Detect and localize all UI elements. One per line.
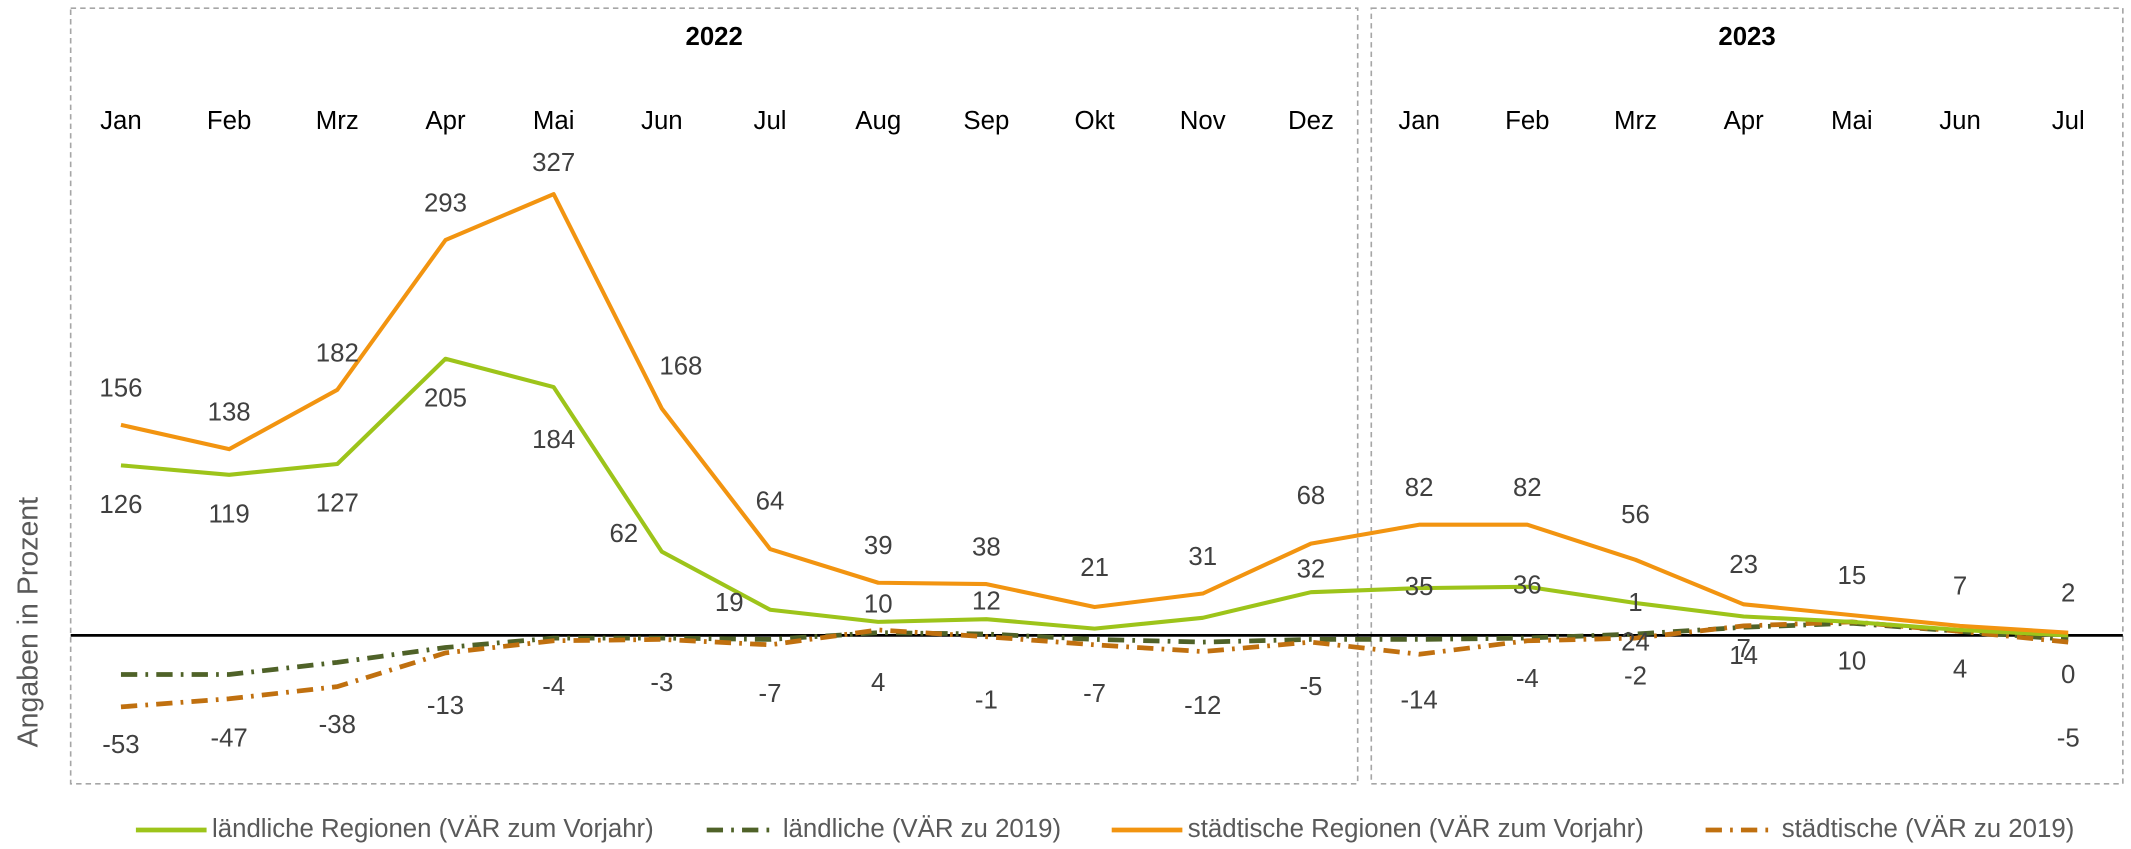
- legend-label: städtische Regionen (VÄR zum Vorjahr): [1188, 815, 1644, 843]
- data-label: 82: [1405, 474, 1434, 502]
- data-label: 64: [756, 488, 785, 516]
- x-tick-label: Jan: [1398, 107, 1440, 135]
- data-label: -5: [1299, 673, 1322, 701]
- x-tick-label: Aug: [855, 107, 901, 135]
- data-label: 38: [972, 534, 1001, 562]
- data-label: 39: [864, 532, 893, 560]
- data-label: 10: [1837, 647, 1866, 675]
- data-label: 182: [316, 339, 359, 367]
- data-label: 4: [871, 669, 885, 697]
- series-line: [120, 192, 2069, 635]
- data-label: 32: [1297, 555, 1326, 583]
- series-line: [120, 619, 2069, 710]
- data-label: 7: [1736, 635, 1750, 663]
- data-label: 126: [99, 491, 142, 519]
- data-label: 168: [659, 353, 702, 381]
- data-label: 10: [864, 590, 893, 618]
- data-label: 4: [1953, 656, 1967, 684]
- data-label: -47: [210, 724, 247, 752]
- data-label: 2: [2061, 579, 2075, 607]
- data-label: -12: [1184, 692, 1221, 720]
- legend-label: ländliche (VÄR zu 2019): [783, 815, 1061, 843]
- x-tick-label: Jan: [100, 107, 142, 135]
- x-tick-label: Okt: [1075, 107, 1115, 135]
- data-label: -5: [2057, 725, 2080, 753]
- data-label: -7: [1083, 680, 1106, 708]
- x-tick-label: Jun: [1939, 107, 1981, 135]
- x-tick-label: Nov: [1180, 107, 1226, 135]
- x-tick-label: Jul: [754, 107, 787, 135]
- data-label: 14: [1729, 642, 1758, 670]
- year-panel: [69, 7, 1359, 785]
- data-label: 184: [532, 426, 575, 454]
- data-label: 127: [316, 490, 359, 518]
- data-label: 68: [1297, 482, 1326, 510]
- x-tick-label: Apr: [1724, 107, 1765, 135]
- data-label: -1: [975, 687, 998, 715]
- year-panel: [1370, 7, 2124, 785]
- data-label: -14: [1400, 687, 1437, 715]
- series-line: [120, 620, 2069, 677]
- x-tick-label: Apr: [425, 107, 466, 135]
- data-label: -13: [427, 692, 464, 720]
- data-label: 119: [209, 500, 250, 528]
- data-label: 7: [1953, 573, 1967, 601]
- x-tick-label: Mai: [533, 107, 575, 135]
- data-label: -3: [650, 669, 673, 697]
- y-axis-label: Angaben in Prozent: [12, 497, 44, 748]
- data-label: 23: [1729, 551, 1758, 579]
- data-label: -38: [319, 711, 356, 739]
- data-label: 1: [1628, 589, 1642, 617]
- data-label: 0: [2061, 661, 2075, 689]
- year-label: 2023: [1718, 23, 1775, 51]
- x-tick-label: Mrz: [316, 107, 359, 135]
- data-label: 35: [1405, 573, 1434, 601]
- data-label: -4: [1516, 665, 1539, 693]
- data-label: 21: [1080, 554, 1109, 582]
- data-label: 24: [1621, 629, 1650, 657]
- data-label: 15: [1837, 562, 1866, 590]
- x-tick-label: Jul: [2052, 107, 2085, 135]
- data-label: 19: [715, 589, 744, 617]
- data-label: 12: [972, 588, 1001, 616]
- data-label: 56: [1621, 501, 1650, 529]
- x-tick-label: Feb: [207, 107, 251, 135]
- x-tick-label: Jun: [641, 107, 683, 135]
- data-label: -4: [542, 673, 565, 701]
- x-tick-label: Feb: [1505, 107, 1549, 135]
- data-label: 138: [208, 399, 251, 427]
- data-label: 36: [1513, 572, 1542, 600]
- x-tick-label: Mrz: [1614, 107, 1657, 135]
- legend-label: städtische (VÄR zu 2019): [1782, 815, 2075, 843]
- data-label: 62: [609, 520, 638, 548]
- x-tick-label: Dez: [1288, 107, 1334, 135]
- legend-label: ländliche Regionen (VÄR zum Vorjahr): [212, 815, 654, 843]
- data-label: 156: [99, 374, 142, 402]
- data-label: 82: [1513, 474, 1542, 502]
- series-line: [120, 356, 2069, 638]
- data-label: -7: [759, 680, 782, 708]
- x-tick-label: Sep: [963, 107, 1009, 135]
- data-label: 293: [424, 190, 467, 218]
- data-label: 31: [1188, 543, 1217, 571]
- data-label: 327: [532, 149, 575, 177]
- data-label: -2: [1624, 662, 1647, 690]
- data-label: -53: [102, 731, 139, 759]
- x-tick-label: Mai: [1831, 107, 1873, 135]
- year-label: 2022: [685, 23, 742, 51]
- data-label: 205: [424, 384, 467, 412]
